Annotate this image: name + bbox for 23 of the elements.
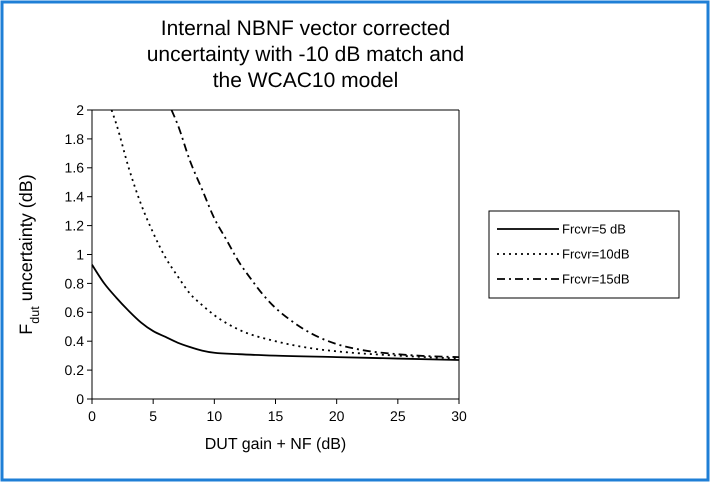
legend-label: Frcvr=10dB xyxy=(562,246,630,262)
x-axis-title: DUT gain + NF (dB) xyxy=(204,436,346,453)
y-tick-label: 0.2 xyxy=(64,362,84,378)
y-tick-label: 0.4 xyxy=(64,333,84,350)
x-tick-label: 5 xyxy=(149,408,158,424)
y-tick-label: 1.4 xyxy=(64,188,84,205)
chart-title: Internal NBNF vector corrected uncertainty with -10 dB match and the WCAC10 model xyxy=(146,17,464,92)
x-tick-label: 10 xyxy=(206,408,222,424)
y-tick-label: 2 xyxy=(76,102,84,118)
x-tick-label: 0 xyxy=(88,408,96,424)
x-tick-label: 25 xyxy=(390,408,406,424)
y-tick-label: 0.6 xyxy=(64,304,84,320)
x-tick-label: 15 xyxy=(268,408,284,424)
y-tick-label: 1.6 xyxy=(64,160,84,176)
legend-label: Frcvr=5 dB xyxy=(562,222,626,237)
y-tick-label: 1.2 xyxy=(64,218,84,234)
x-tick-label: 20 xyxy=(328,408,345,424)
x-tick-label: 30 xyxy=(451,408,467,424)
y-tick-label: 0.8 xyxy=(64,275,84,292)
y-tick-label: 1.8 xyxy=(64,130,84,147)
y-tick-label: 0 xyxy=(76,390,84,407)
legend-label: Frcvr=15dB xyxy=(562,272,630,287)
y-tick-label: 1 xyxy=(76,246,84,262)
